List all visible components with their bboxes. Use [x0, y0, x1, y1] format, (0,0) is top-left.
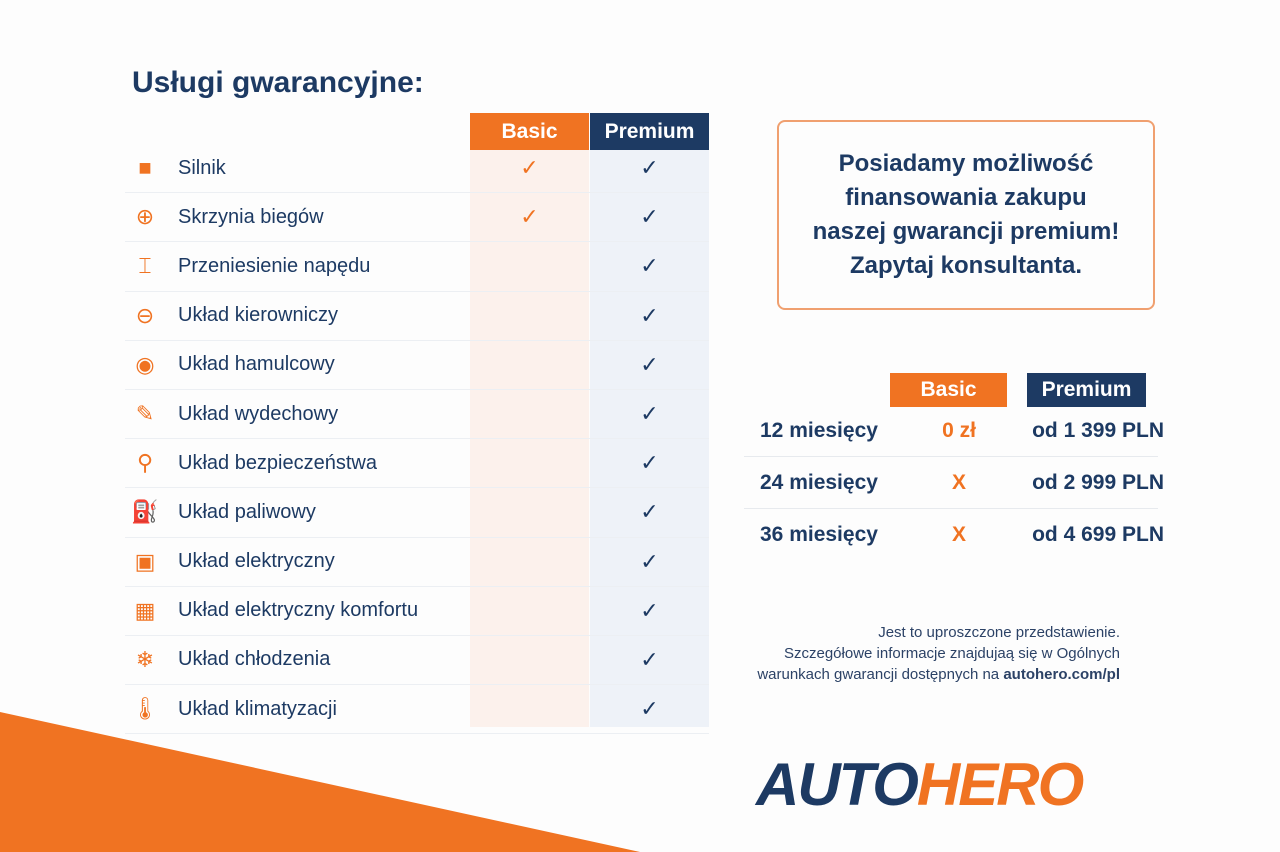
coverage-label: Silnik: [178, 156, 226, 179]
note-line: Jest to uproszczone przedstawienie.: [878, 624, 1120, 641]
engine-icon: ■: [138, 155, 152, 181]
coverage-row: ■ Silnik ✓ ✓: [125, 144, 709, 194]
brake-disc-icon: ◉: [135, 351, 155, 377]
premium-check-icon: ✓: [640, 499, 659, 525]
note-line: Szczegółowe informacje znajdujaą się w O…: [783, 645, 1120, 662]
battery-icon: ▣: [134, 548, 156, 574]
coverage-row: ⛽ Układ paliwowy ✓: [125, 488, 709, 538]
financing-line: naszej gwarancji premium!: [812, 218, 1120, 245]
coverage-row: ▦ Układ elektryczny komfortu ✓: [125, 587, 709, 636]
premium-check-icon: ✓: [640, 646, 659, 672]
coverage-label: Układ bezpieczeństwa: [178, 451, 377, 474]
coverage-row: ⚲ Układ bezpieczeństwa ✓: [125, 439, 709, 489]
financing-line: Zapytaj konsultanta.: [849, 252, 1083, 279]
coverage-label: Układ wydechowy: [178, 402, 339, 425]
autohero-logo: AUTOHERO: [756, 750, 1084, 819]
premium-price: od 1 399 PLN: [1032, 419, 1164, 442]
exhaust-icon: ✎: [135, 401, 155, 427]
premium-check-icon: ✓: [640, 450, 659, 476]
premium-check-icon: ✓: [640, 401, 659, 427]
coverage-label: Układ elektryczny: [178, 550, 335, 573]
divider: [744, 456, 1158, 457]
premium-check-icon: ✓: [640, 204, 659, 230]
coverage-row: ❄ Układ chłodzenia ✓: [125, 636, 709, 686]
premium-check-icon: ✓: [640, 597, 659, 623]
coverage-table: ■ Silnik ✓ ✓ ⊕ Skrzynia biegów ✓ ✓ ⌶ Przeniesieni…: [125, 144, 709, 735]
premium-check-icon: ✓: [640, 302, 659, 328]
premium-check-icon: ✓: [640, 696, 659, 722]
coverage-row: ⊖ Układ kierowniczy ✓: [125, 292, 709, 341]
premium-check-icon: ✓: [640, 253, 659, 279]
coverage-row: ▣ Układ elektryczny ✓: [125, 538, 709, 587]
period-label: 36 miesięcy: [760, 523, 878, 546]
seatbelt-icon: ⚲: [136, 450, 154, 476]
financing-box: Posiadamy możliwość finansowania zakupu …: [777, 120, 1155, 310]
coverage-row: ⌶ Przeniesienie napędu ✓: [125, 242, 709, 292]
website-link[interactable]: autohero.com/pl: [1003, 666, 1120, 683]
coverage-row: ⊕ Skrzynia biegów ✓ ✓: [125, 193, 709, 243]
basic-price: X: [952, 471, 967, 494]
pricing-basic-header: Basic: [890, 373, 1007, 407]
snowflake-icon: ❄: [135, 646, 155, 672]
premium-check-icon: ✓: [640, 155, 659, 181]
note-line: warunkach gwarancji dostępnych na: [757, 666, 1004, 683]
logo-auto: AUTO: [756, 751, 919, 818]
steering-wheel-icon: ⊖: [135, 302, 155, 328]
pricing-premium-header: Premium: [1027, 373, 1146, 407]
drivetrain-icon: ⌶: [138, 253, 152, 279]
disclaimer-note: Jest to uproszczone przedstawienie. Szcz…: [740, 622, 1120, 685]
page-title: Usługi gwarancyjne:: [132, 66, 424, 99]
financing-line: Posiadamy możliwość: [838, 150, 1094, 177]
basic-check-icon: ✓: [520, 204, 539, 230]
coverage-label: Układ chłodzenia: [178, 648, 331, 671]
coverage-row: 🌡 Układ klimatyzacji ✓: [125, 685, 709, 735]
premium-check-icon: ✓: [640, 351, 659, 377]
coverage-label: Układ kierowniczy: [178, 304, 339, 327]
coverage-label: Układ hamulcowy: [178, 353, 335, 376]
premium-check-icon: ✓: [640, 548, 659, 574]
thermometer-icon: 🌡: [131, 696, 159, 722]
coverage-label: Układ paliwowy: [178, 500, 316, 523]
premium-price: od 4 699 PLN: [1032, 523, 1164, 546]
basic-header: Basic: [470, 113, 589, 150]
gearbox-icon: ⊕: [135, 204, 155, 230]
period-label: 12 miesięcy: [760, 419, 878, 442]
coverage-label: Przeniesienie napędu: [178, 254, 371, 277]
coverage-label: Skrzynia biegów: [178, 205, 324, 228]
coverage-row: ✎ Układ wydechowy ✓: [125, 390, 709, 440]
premium-header: Premium: [590, 113, 709, 150]
divider: [744, 508, 1158, 509]
financing-line: finansowania zakupu: [845, 184, 1087, 211]
chip-icon: ▦: [134, 597, 156, 623]
coverage-label: Układ elektryczny komfortu: [178, 599, 419, 622]
coverage-label: Układ klimatyzacji: [178, 697, 337, 720]
pricing-row: 12 miesięcy 0 zł od 1 399 PLN: [744, 405, 1164, 457]
basic-price: X: [952, 523, 967, 546]
coverage-row: ◉ Układ hamulcowy ✓: [125, 341, 709, 390]
logo-hero: HERO: [916, 751, 1084, 818]
period-label: 24 miesięcy: [760, 471, 878, 494]
premium-price: od 2 999 PLN: [1032, 471, 1164, 494]
fuel-pump-icon: ⛽: [131, 499, 159, 525]
basic-check-icon: ✓: [520, 155, 539, 181]
basic-price: 0 zł: [942, 419, 976, 442]
